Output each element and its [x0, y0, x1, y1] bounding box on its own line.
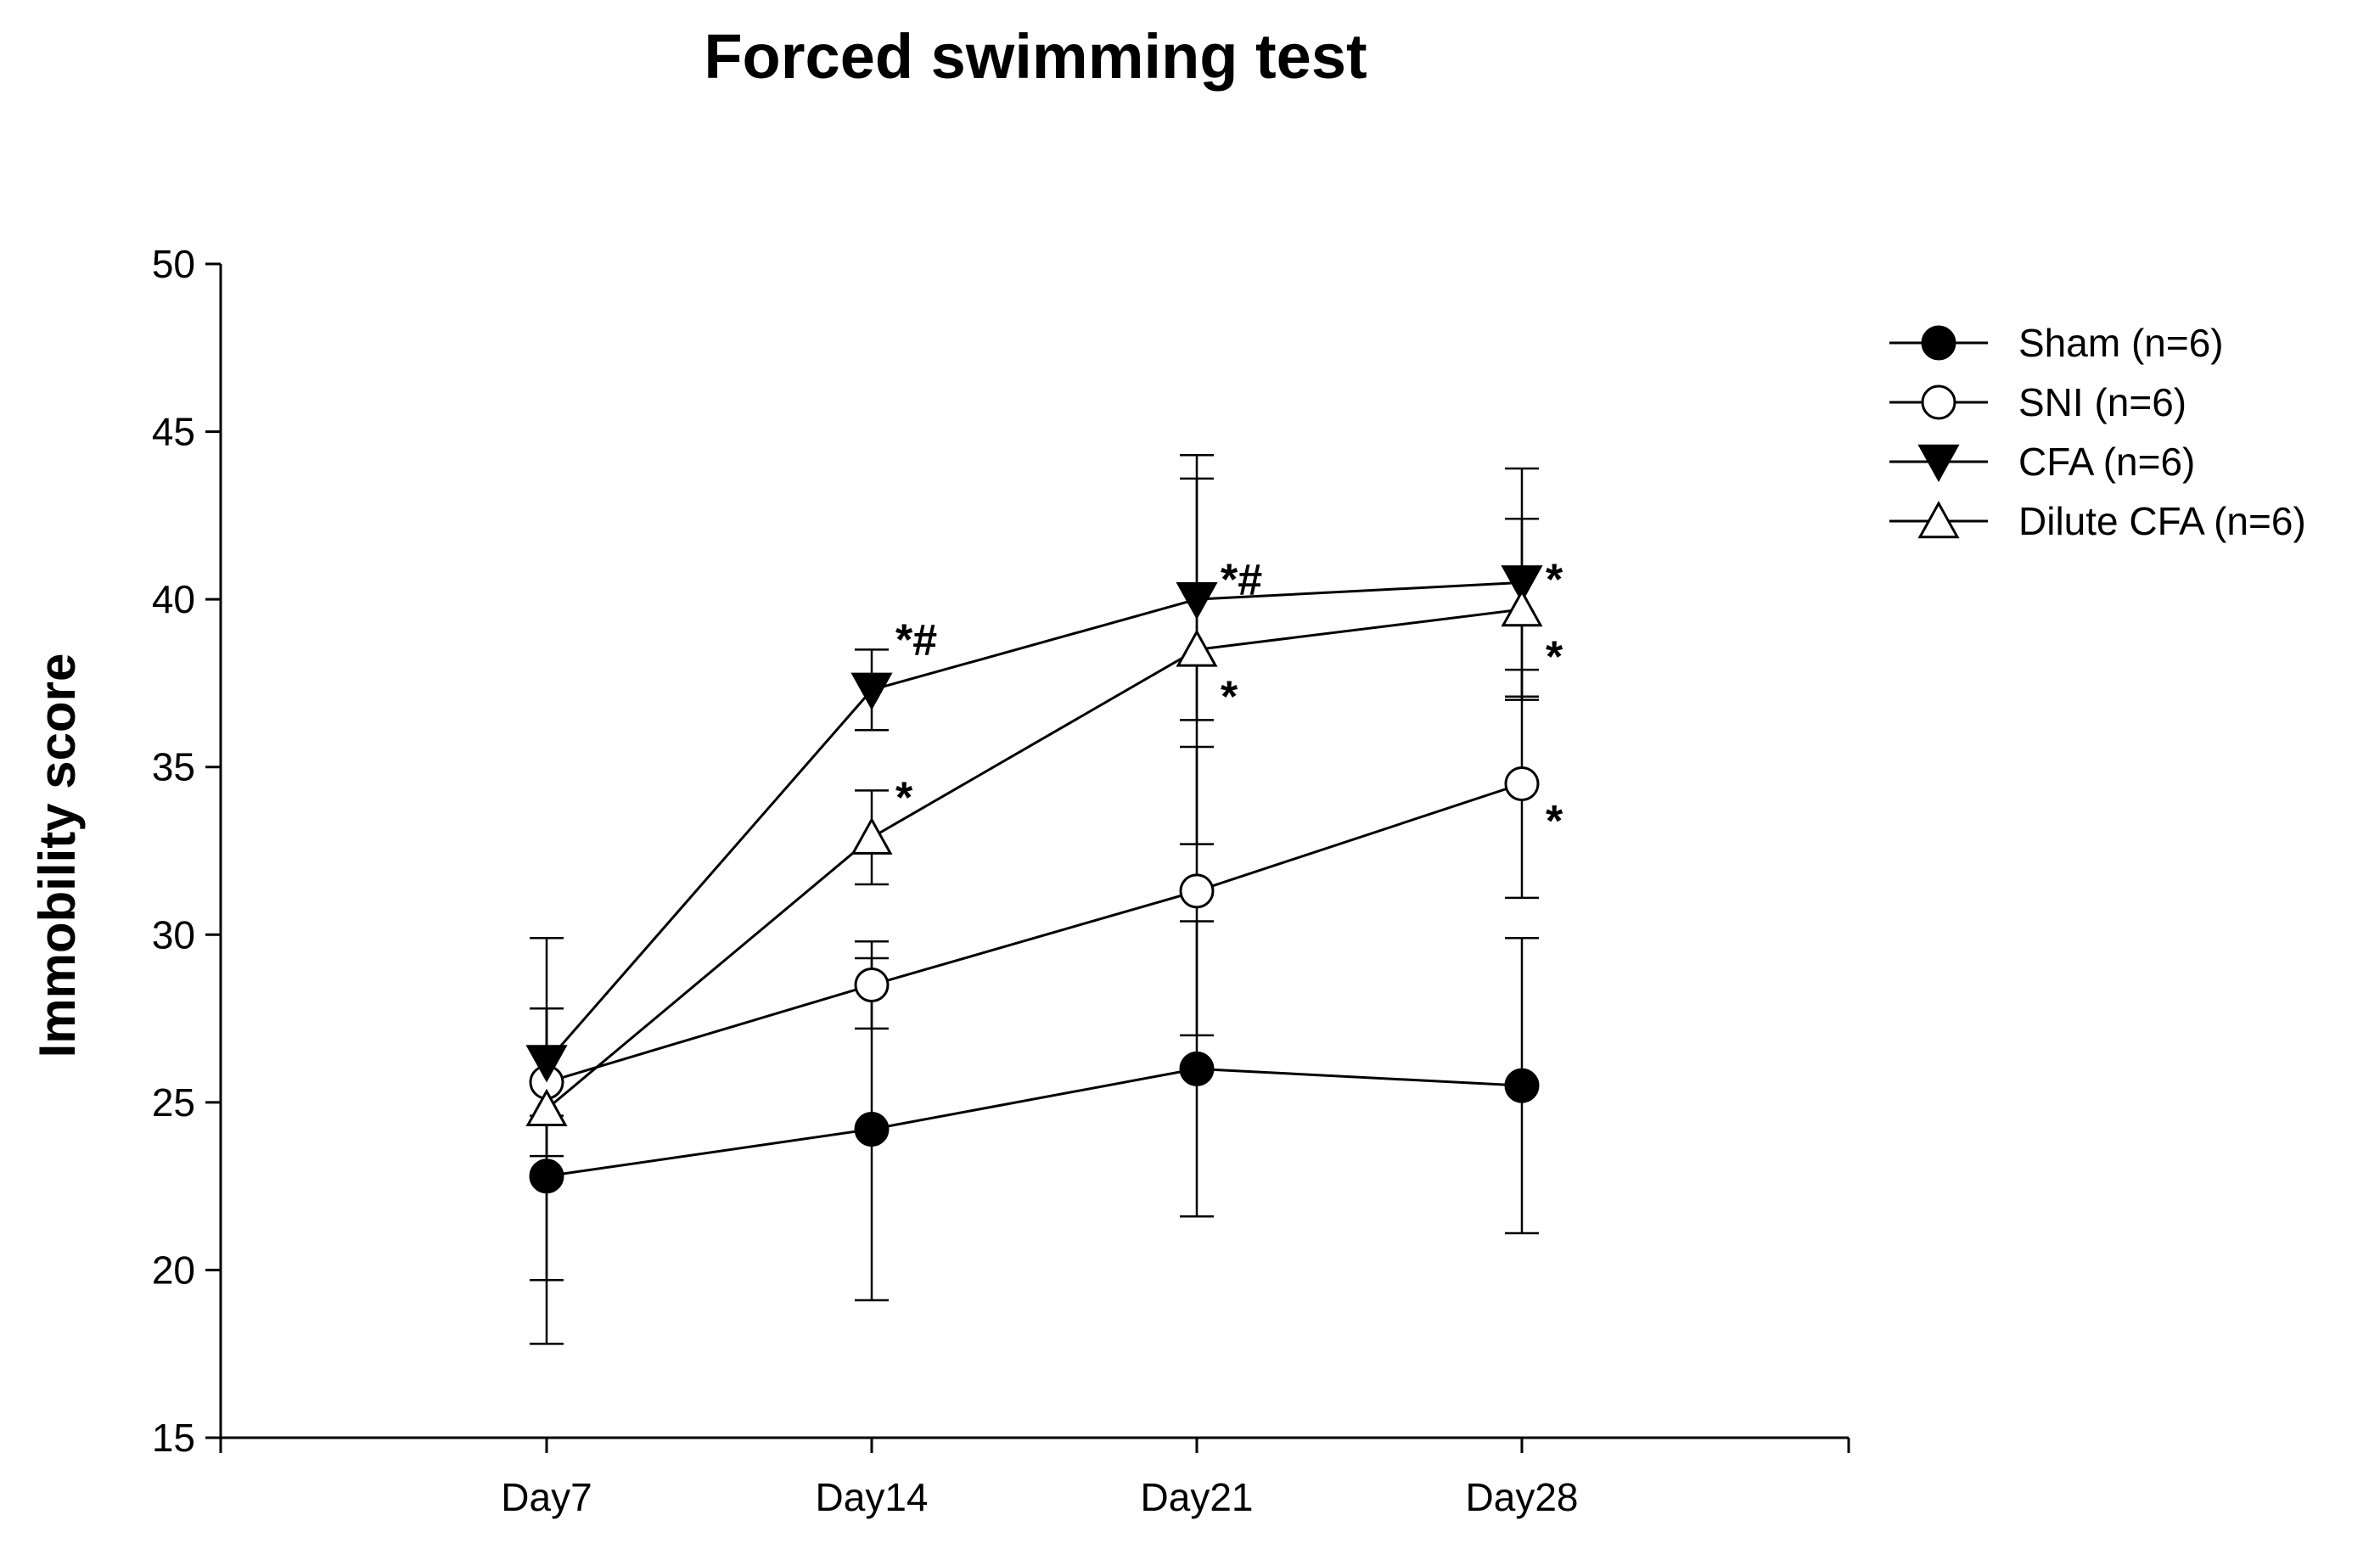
significance-mark: * [1221, 673, 1238, 722]
significance-mark: * [1546, 632, 1563, 682]
axes: 15 20 25 30 35 40 45 50 Day7 Day14 Day21 Day28 [152, 242, 1850, 1519]
y-tick-label: 20 [152, 1248, 195, 1292]
x-tick-label: Day28 [1466, 1475, 1579, 1519]
x-tick-label: Day14 [816, 1475, 929, 1519]
data-point [1176, 629, 1218, 667]
series-group [525, 453, 1543, 1345]
data-point [1179, 873, 1215, 909]
significance-mark: * [895, 773, 913, 822]
y-tick-label: 45 [152, 410, 195, 454]
data-point [1176, 581, 1218, 620]
legend-label: CFA (n=6) [2018, 440, 2195, 484]
y-axis-label: Immobility score [29, 654, 86, 1058]
data-point [850, 816, 893, 855]
legend-marker [1921, 325, 1956, 361]
data-point [1504, 1068, 1540, 1103]
legend: Sham (n=6) SNI (n=6) CFA (n=6) Dilute CFA (… [1889, 321, 2306, 543]
y-tick-label: 30 [152, 912, 195, 957]
data-point [529, 1158, 564, 1194]
series-line [546, 1067, 1523, 1178]
data-point [1504, 766, 1540, 801]
legend-marker [1921, 384, 1956, 420]
legend-item: Sham (n=6) [1889, 321, 2224, 365]
series-line [546, 783, 1523, 1084]
legend-label: SNI (n=6) [2018, 380, 2186, 424]
y-tick-label: 15 [152, 1416, 195, 1460]
data-point [525, 1045, 568, 1083]
y-tick-label: 25 [152, 1080, 195, 1125]
data-point [1501, 565, 1543, 603]
data-point [1179, 1051, 1215, 1086]
y-tick-label: 35 [152, 745, 195, 789]
legend-item: SNI (n=6) [1889, 380, 2186, 424]
series-lines [545, 581, 1523, 1178]
y-tick-label: 40 [152, 577, 195, 621]
y-tick-label: 50 [152, 242, 195, 286]
x-tick-label: Day21 [1141, 1475, 1254, 1519]
data-point [854, 968, 890, 1003]
legend-label: Sham (n=6) [2018, 321, 2224, 365]
data-point [854, 1111, 890, 1147]
legend-marker [1917, 444, 1960, 482]
data-point [525, 1088, 568, 1126]
legend-item: CFA (n=6) [1889, 440, 2195, 484]
significance-mark: *# [1221, 555, 1262, 604]
legend-item: Dilute CFA (n=6) [1889, 499, 2306, 543]
series-line [545, 581, 1523, 1063]
legend-label: Dilute CFA (n=6) [2018, 499, 2306, 543]
data-point [1501, 589, 1543, 627]
significance-mark: * [1546, 555, 1563, 604]
legend-marker [1917, 501, 1960, 539]
data-point [850, 672, 893, 710]
series-markers [525, 565, 1543, 1194]
x-tick-label: Day7 [501, 1475, 592, 1519]
significance-mark: *# [895, 616, 937, 665]
chart-title: Forced swimming test [704, 21, 1367, 92]
significance-mark: * [1546, 797, 1563, 846]
annotations: *# * *# * * * * [895, 555, 1563, 846]
series-line [546, 608, 1523, 1110]
